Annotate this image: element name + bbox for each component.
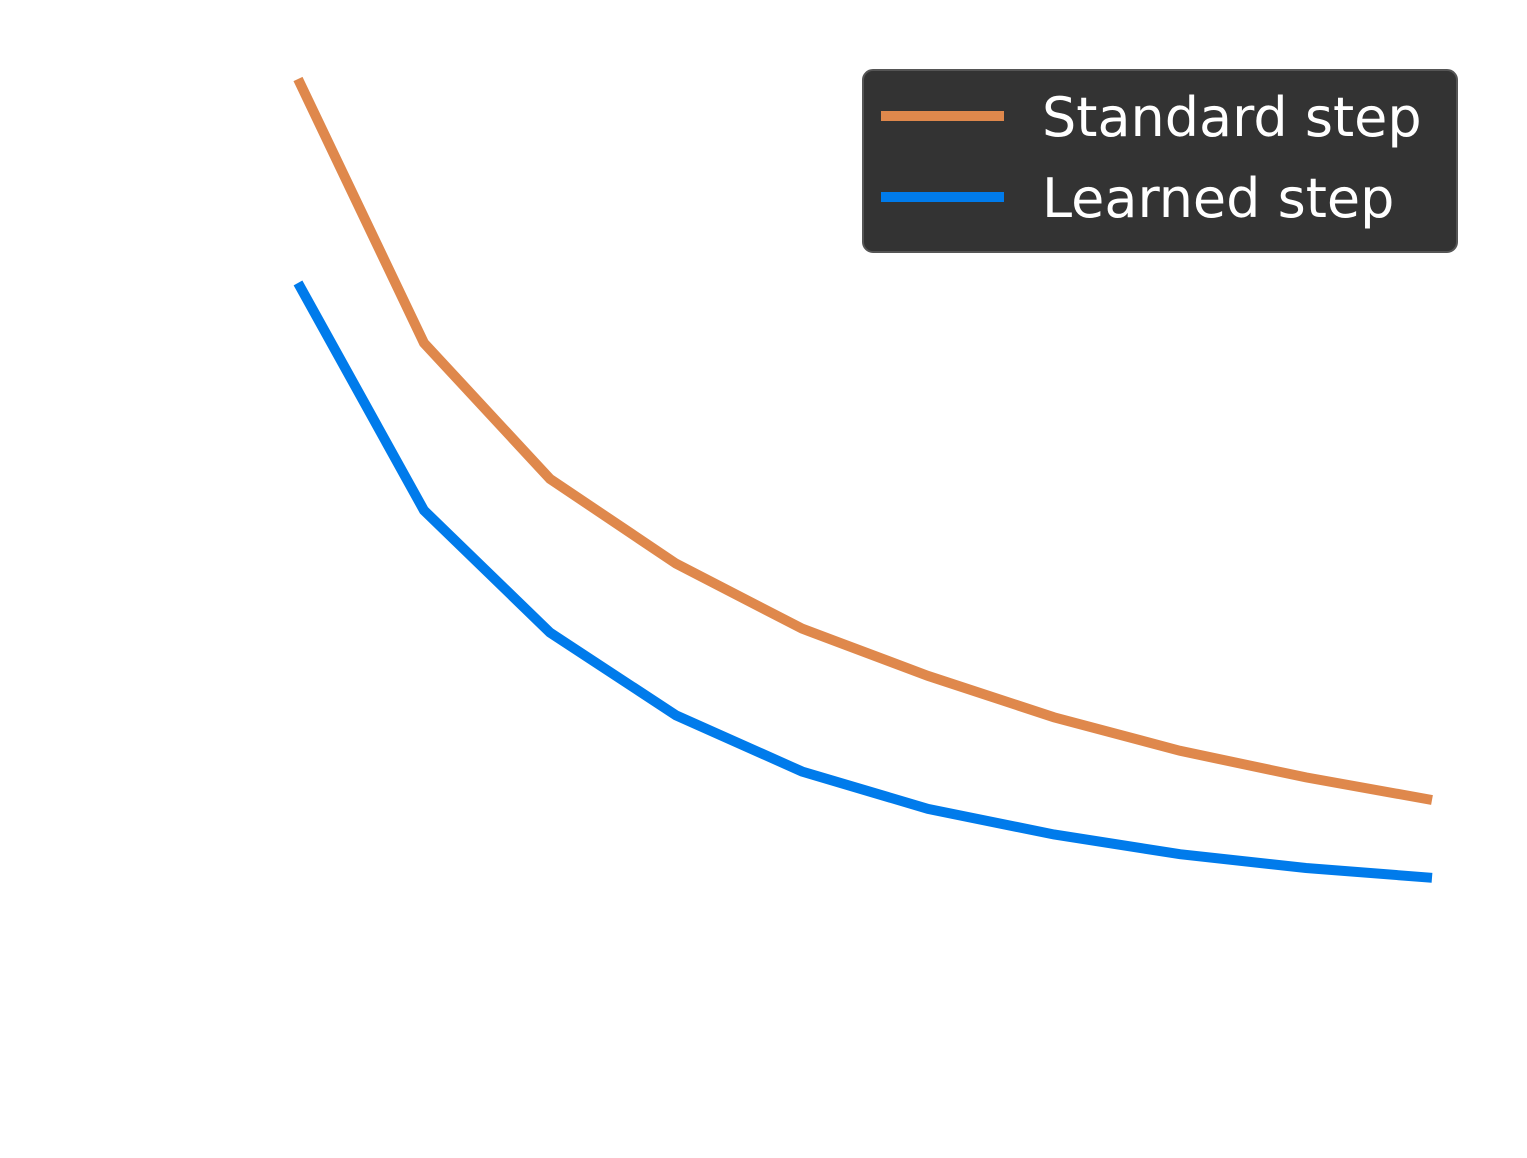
legend-label-learned-step: Learned step: [1042, 167, 1394, 230]
series-line-standard-step: [293, 76, 1433, 805]
legend-box: [862, 69, 1458, 253]
series-layer: [293, 76, 1433, 883]
series-line-learned-step: [293, 280, 1433, 883]
legend-label-standard-step: Standard step: [1042, 86, 1422, 149]
legend: Standard step Learned step: [862, 69, 1458, 253]
